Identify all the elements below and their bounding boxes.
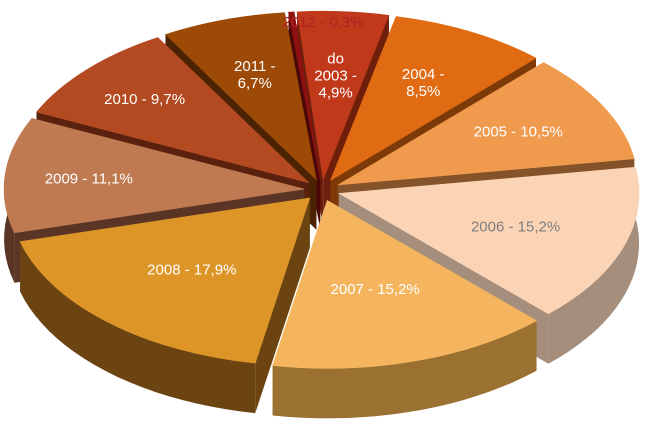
slice-2008 xyxy=(19,197,311,364)
slice-side-2006-outer xyxy=(548,167,640,364)
slice-2007 xyxy=(272,199,538,369)
slice-label-2006: 2006 - 15,2% xyxy=(471,218,560,235)
slice-side-2008-outer xyxy=(20,241,256,414)
pie-tops xyxy=(3,10,640,369)
slice-label-2010: 2010 - 9,7% xyxy=(104,91,185,108)
slice-label-2007: 2007 - 15,2% xyxy=(331,281,420,298)
slice-side-2007-outer xyxy=(272,320,537,419)
slice-2011 xyxy=(164,12,317,181)
slice-label-2008: 2008 - 17,9% xyxy=(147,262,236,279)
slice-2005 xyxy=(337,62,635,186)
slice-2006 xyxy=(338,166,640,315)
slice-label-2009: 2009 - 11,1% xyxy=(45,171,133,188)
slice-label-2011: 2011 -6,7% xyxy=(234,58,275,92)
slice-2010 xyxy=(36,37,310,184)
slice-do-2003 xyxy=(296,10,390,181)
slice-2012 xyxy=(288,11,321,180)
slice-side-2008-wall-0 xyxy=(255,197,310,414)
slice-2009 xyxy=(3,118,305,234)
slice-label-2005: 2005 - 10,5% xyxy=(474,124,563,141)
slice-label-do-2003: do 2003 -4,9% xyxy=(314,50,357,101)
pie-labels: do 2003 -4,9% 2004 -8,5% 2005 - 10,5% 2006 -… xyxy=(45,14,563,298)
slice-label-2004: 2004 -8,5% xyxy=(402,66,445,100)
slice-2004 xyxy=(329,16,537,182)
slice-label-2012: 2012 - 0,3% xyxy=(283,14,364,31)
